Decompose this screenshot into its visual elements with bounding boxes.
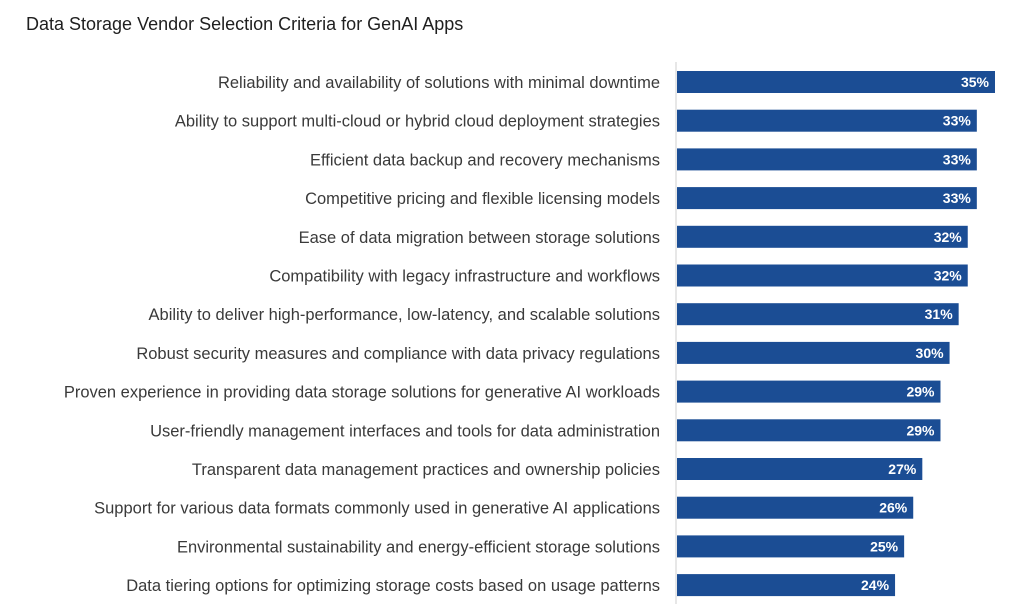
data-label: 30% bbox=[916, 345, 945, 361]
bar-row: Ability to support multi-cloud or hybrid… bbox=[175, 109, 977, 132]
bar bbox=[677, 496, 914, 519]
bar bbox=[677, 148, 977, 171]
bar bbox=[677, 380, 941, 403]
data-label: 29% bbox=[906, 384, 935, 400]
category-label: Robust security measures and compliance … bbox=[136, 345, 660, 363]
bar-row: Data tiering options for optimizing stor… bbox=[126, 574, 896, 597]
category-label: Transparent data management practices an… bbox=[192, 461, 660, 479]
data-label: 35% bbox=[961, 74, 990, 90]
category-label: Environmental sustainability and energy-… bbox=[177, 538, 660, 556]
category-label: Data tiering options for optimizing stor… bbox=[126, 577, 660, 595]
bar bbox=[677, 264, 968, 287]
bar bbox=[677, 187, 977, 210]
data-label: 31% bbox=[925, 306, 954, 322]
data-label: 33% bbox=[943, 113, 972, 129]
category-label: Proven experience in providing data stor… bbox=[64, 384, 660, 402]
bar-row: Ability to deliver high-performance, low… bbox=[149, 303, 959, 326]
data-label: 29% bbox=[906, 422, 935, 438]
bar bbox=[677, 341, 950, 364]
category-label: Reliability and availability of solution… bbox=[218, 74, 660, 92]
bar bbox=[677, 535, 905, 558]
bar-row: Ease of data migration between storage s… bbox=[299, 225, 968, 248]
category-label: Ease of data migration between storage s… bbox=[299, 229, 660, 247]
category-label: Ability to deliver high-performance, low… bbox=[149, 306, 660, 324]
bar bbox=[677, 109, 977, 132]
category-label: Competitive pricing and flexible licensi… bbox=[305, 190, 660, 208]
bar bbox=[677, 574, 896, 597]
data-label: 26% bbox=[879, 500, 908, 516]
bar-row: Proven experience in providing data stor… bbox=[64, 380, 941, 403]
bar-row: Compatibility with legacy infrastructure… bbox=[269, 264, 968, 287]
category-label: Ability to support multi-cloud or hybrid… bbox=[175, 113, 660, 131]
category-label: Compatibility with legacy infrastructure… bbox=[269, 268, 660, 286]
bar bbox=[677, 419, 941, 442]
data-label: 25% bbox=[870, 538, 899, 554]
bar-row: Transparent data management practices an… bbox=[192, 458, 923, 480]
bar-row: Support for various data formats commonl… bbox=[94, 496, 914, 519]
bar-row: User-friendly management interfaces and … bbox=[150, 419, 941, 442]
bar-row: Efficient data backup and recovery mecha… bbox=[310, 148, 977, 171]
bar-row: Reliability and availability of solution… bbox=[218, 71, 995, 93]
bar bbox=[677, 458, 923, 480]
chart-title: Data Storage Vendor Selection Criteria f… bbox=[26, 14, 464, 34]
bar-row: Environmental sustainability and energy-… bbox=[177, 535, 905, 558]
category-label: User-friendly management interfaces and … bbox=[150, 422, 660, 440]
data-label: 27% bbox=[888, 461, 917, 477]
bar bbox=[677, 71, 995, 93]
data-label: 32% bbox=[934, 268, 963, 284]
category-label: Efficient data backup and recovery mecha… bbox=[310, 151, 660, 169]
data-label: 33% bbox=[943, 190, 972, 206]
bar-row: Competitive pricing and flexible licensi… bbox=[305, 187, 977, 210]
data-label: 32% bbox=[934, 229, 963, 245]
bar bbox=[677, 303, 959, 326]
bar-row: Robust security measures and compliance … bbox=[136, 341, 950, 364]
data-label: 24% bbox=[861, 577, 890, 593]
category-label: Support for various data formats commonl… bbox=[94, 500, 660, 518]
bar bbox=[677, 225, 968, 248]
data-label: 33% bbox=[943, 151, 972, 167]
